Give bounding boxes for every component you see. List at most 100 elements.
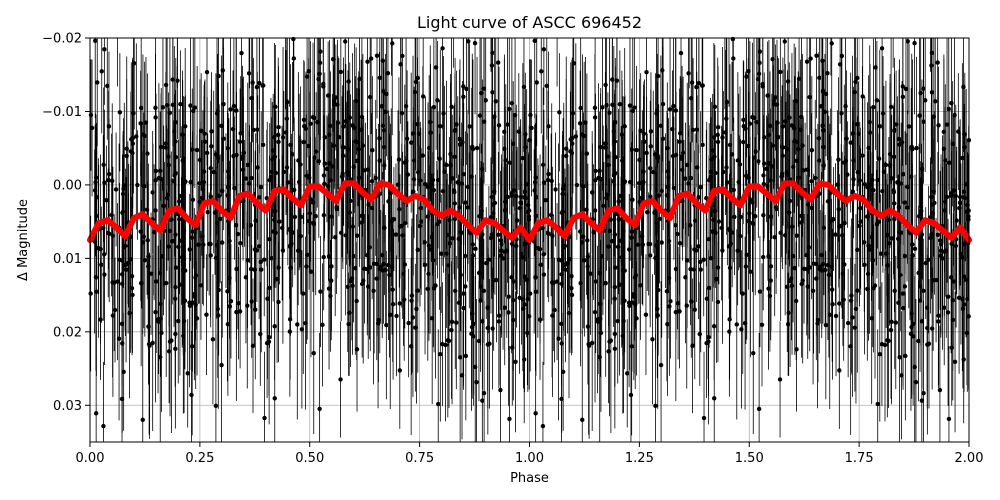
data-point	[276, 139, 281, 145]
data-point	[436, 401, 441, 407]
data-point	[292, 214, 298, 220]
data-point	[805, 202, 811, 207]
data-point	[438, 124, 443, 129]
data-point	[253, 218, 258, 223]
data-point	[585, 238, 590, 243]
data-point	[138, 105, 144, 111]
data-point	[887, 241, 892, 246]
data-point	[467, 124, 472, 129]
data-point	[694, 127, 699, 132]
data-point	[658, 123, 664, 129]
data-point	[328, 123, 333, 129]
data-point	[618, 238, 624, 243]
data-point	[332, 98, 337, 104]
data-point	[251, 127, 256, 133]
data-point	[225, 321, 231, 327]
data-point	[112, 307, 118, 313]
data-point	[400, 53, 405, 59]
data-point	[644, 69, 649, 75]
data-point	[772, 235, 777, 240]
data-point	[414, 306, 419, 312]
data-point	[343, 39, 348, 44]
data-point	[578, 105, 583, 111]
data-point	[409, 298, 414, 303]
data-point	[690, 127, 696, 133]
data-point	[839, 233, 845, 238]
data-point	[580, 417, 585, 423]
data-point	[895, 236, 901, 241]
data-point	[557, 110, 562, 115]
data-point	[616, 217, 621, 222]
data-point	[888, 104, 894, 110]
data-point	[756, 406, 762, 412]
data-point	[689, 80, 695, 85]
data-point	[579, 240, 585, 245]
data-points-layer	[88, 36, 972, 442]
data-point	[607, 228, 612, 234]
data-point	[862, 181, 868, 187]
data-point	[592, 309, 598, 315]
data-point	[522, 302, 527, 307]
data-point	[117, 110, 123, 115]
data-point	[457, 142, 463, 147]
data-point	[778, 69, 783, 75]
data-point	[210, 337, 216, 342]
data-point	[443, 342, 448, 348]
data-point	[875, 401, 880, 407]
data-point	[823, 322, 829, 328]
data-point	[110, 313, 116, 318]
data-point	[450, 236, 455, 241]
data-point	[559, 272, 564, 277]
data-point	[770, 57, 775, 62]
data-point	[401, 297, 407, 302]
data-point	[492, 114, 497, 119]
data-point	[233, 222, 239, 228]
data-point	[606, 244, 611, 249]
data-point	[715, 299, 721, 305]
data-point	[353, 98, 359, 104]
data-point	[204, 312, 209, 317]
x-tick-label: 1.50	[735, 451, 764, 466]
data-point	[177, 217, 182, 222]
data-point	[617, 102, 623, 107]
data-point	[250, 80, 255, 85]
data-point	[688, 175, 694, 181]
data-point	[539, 69, 544, 74]
data-point	[518, 200, 523, 205]
data-point	[397, 207, 402, 212]
data-point	[627, 303, 632, 309]
data-point	[507, 416, 512, 422]
data-point	[478, 237, 483, 242]
data-point	[867, 119, 872, 125]
data-point	[931, 114, 937, 119]
data-point	[701, 415, 707, 421]
data-point	[630, 108, 635, 114]
data-point	[631, 291, 637, 297]
data-point	[528, 112, 533, 118]
data-point	[489, 232, 495, 237]
data-point	[646, 241, 651, 247]
x-tick-label: 1.25	[625, 451, 654, 466]
x-tick-label: 1.00	[515, 451, 544, 466]
data-point	[673, 309, 679, 315]
data-point	[211, 169, 216, 175]
data-point	[655, 73, 661, 79]
model-fit-layer	[87, 180, 972, 243]
data-point	[830, 302, 835, 307]
data-point	[413, 325, 418, 330]
data-point	[689, 299, 694, 304]
data-point	[390, 302, 396, 307]
data-point	[950, 297, 955, 303]
x-axis-label: Phase	[510, 471, 549, 486]
data-point	[449, 327, 454, 333]
data-point	[900, 94, 906, 100]
data-point	[606, 349, 611, 354]
data-point	[512, 112, 518, 118]
data-point	[437, 219, 442, 224]
data-point	[365, 59, 370, 64]
data-point	[163, 82, 169, 88]
data-point	[532, 38, 537, 43]
data-point	[189, 344, 195, 349]
data-point	[150, 340, 155, 346]
chart-title: Light curve of ASCC 696452	[417, 13, 642, 32]
